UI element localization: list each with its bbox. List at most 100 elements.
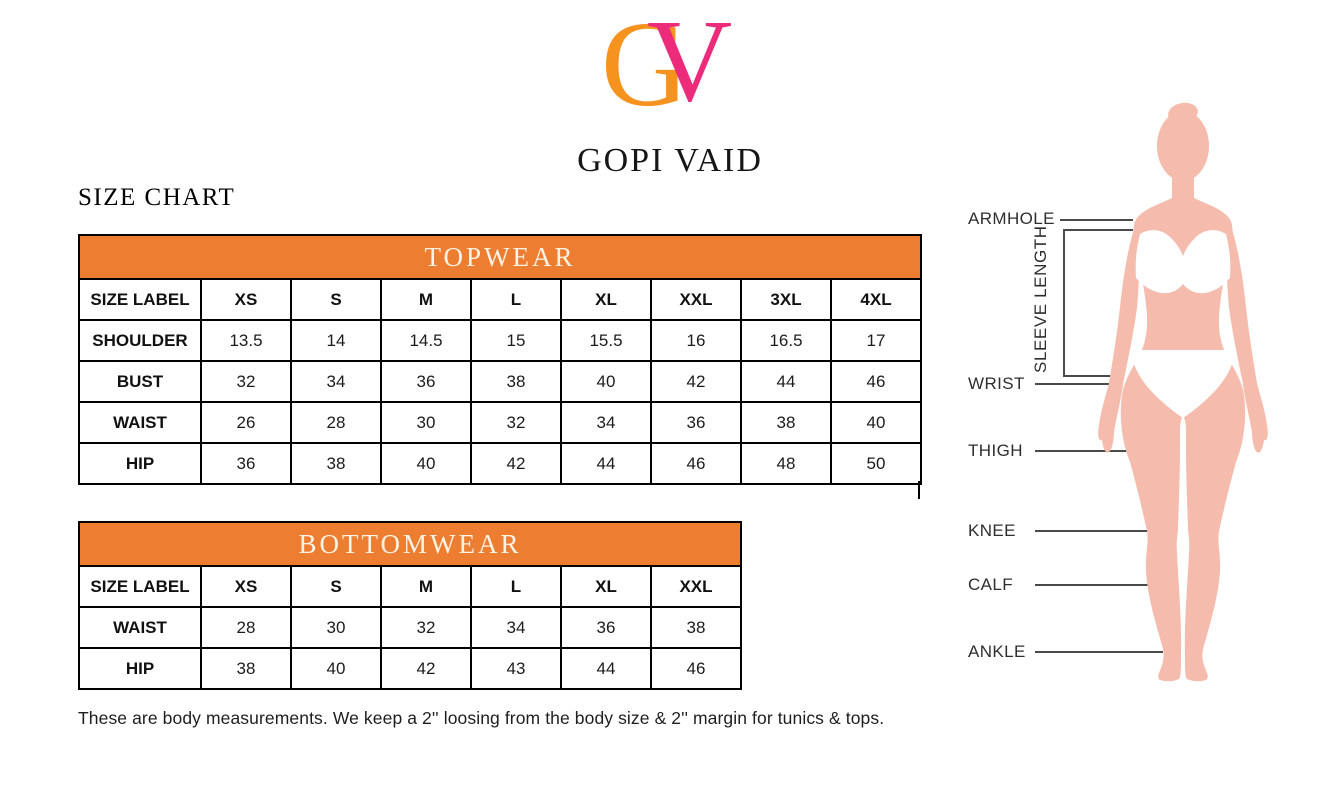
topwear-value-cell: 26 bbox=[200, 401, 292, 444]
thigh-line bbox=[1035, 450, 1142, 452]
topwear-row-hip: HIP 36 38 40 42 44 46 48 50 bbox=[78, 442, 922, 485]
topwear-value-cell: 15.5 bbox=[560, 319, 652, 362]
topwear-value-cell: 14 bbox=[290, 319, 382, 362]
topwear-value-cell: 46 bbox=[650, 442, 742, 485]
topwear-size-label-cell: 3XL bbox=[740, 278, 832, 321]
sleeve-bracket-vertical-line bbox=[1063, 229, 1065, 376]
bottomwear-size-label-cell: L bbox=[470, 565, 562, 608]
bottomwear-row-waist: WAIST 28 30 32 34 36 38 bbox=[78, 606, 742, 649]
sleeve-length-label: SLEEVE LENGTH bbox=[1031, 225, 1050, 373]
topwear-value-cell: 36 bbox=[380, 360, 472, 403]
topwear-banner-row: TOPWEAR bbox=[78, 234, 922, 280]
topwear-value-cell: 36 bbox=[200, 442, 292, 485]
topwear-row-waist: WAIST 26 28 30 32 34 36 38 40 bbox=[78, 401, 922, 444]
bottomwear-row-label: HIP bbox=[78, 647, 202, 690]
topwear-table: TOPWEAR SIZE LABEL XS S M L XL XXL 3XL 4XL SHOULD… bbox=[78, 234, 922, 485]
topwear-value-cell: 38 bbox=[290, 442, 382, 485]
topwear-value-cell: 48 bbox=[740, 442, 832, 485]
neck bbox=[1172, 162, 1194, 206]
topwear-row-label: HIP bbox=[78, 442, 202, 485]
wrist-label: WRIST bbox=[968, 374, 1025, 393]
bottomwear-value-cell: 28 bbox=[200, 606, 292, 649]
thigh-label: THIGH bbox=[968, 441, 1023, 460]
armhole-line bbox=[1060, 219, 1133, 221]
wrist-line bbox=[1035, 383, 1110, 385]
bottomwear-value-cell: 36 bbox=[560, 606, 652, 649]
bottomwear-banner-row: BOTTOMWEAR bbox=[78, 521, 742, 567]
topwear-row-label: SIZE LABEL bbox=[78, 278, 202, 321]
topwear-value-cell: 17 bbox=[830, 319, 922, 362]
bottomwear-size-label-cell: S bbox=[290, 565, 382, 608]
knee-label: KNEE bbox=[968, 521, 1016, 540]
bottomwear-value-cell: 30 bbox=[290, 606, 382, 649]
bottomwear-value-cell: 40 bbox=[290, 647, 382, 690]
bottomwear-table: BOTTOMWEAR SIZE LABEL XS S M L XL XXL WAIST 28 30… bbox=[78, 521, 742, 690]
topwear-size-label-cell: XL bbox=[560, 278, 652, 321]
topwear-value-cell: 28 bbox=[290, 401, 382, 444]
bottomwear-value-cell: 34 bbox=[470, 606, 562, 649]
bottomwear-title: BOTTOMWEAR bbox=[78, 521, 742, 567]
bottomwear-value-cell: 43 bbox=[470, 647, 562, 690]
measurement-note: These are body measurements. We keep a 2… bbox=[78, 708, 885, 728]
topwear-row-label: SHOULDER bbox=[78, 319, 202, 362]
female-body-silhouette bbox=[1098, 102, 1268, 682]
bottomwear-value-cell: 42 bbox=[380, 647, 472, 690]
topwear-value-cell: 42 bbox=[650, 360, 742, 403]
panty bbox=[1130, 350, 1236, 418]
bottomwear-row-label: WAIST bbox=[78, 606, 202, 649]
topwear-value-cell: 36 bbox=[650, 401, 742, 444]
topwear-row-label: WAIST bbox=[78, 401, 202, 444]
brand-name: GOPI VAID bbox=[577, 142, 763, 179]
topwear-value-cell: 38 bbox=[740, 401, 832, 444]
bottomwear-row-hip: HIP 38 40 42 43 44 46 bbox=[78, 647, 742, 690]
table-border-artifact bbox=[918, 481, 920, 499]
bra bbox=[1135, 230, 1231, 294]
logo-letter-v: V bbox=[647, 0, 733, 126]
topwear-value-cell: 42 bbox=[470, 442, 562, 485]
bottomwear-size-label-cell: XS bbox=[200, 565, 292, 608]
bottomwear-size-label-cell: XXL bbox=[650, 565, 742, 608]
bottomwear-size-label-cell: M bbox=[380, 565, 472, 608]
topwear-value-cell: 44 bbox=[560, 442, 652, 485]
torso-and-leg bbox=[1120, 196, 1183, 682]
armhole-label: ARMHOLE bbox=[968, 209, 1055, 228]
body-measurement-diagram: ARMHOLE SLEEVE LENGTH WRIST THIGH KNEE C… bbox=[960, 100, 1340, 720]
topwear-value-cell: 14.5 bbox=[380, 319, 472, 362]
bottomwear-size-label-cell: XL bbox=[560, 565, 652, 608]
topwear-value-cell: 40 bbox=[830, 401, 922, 444]
knee-line bbox=[1035, 530, 1150, 532]
topwear-value-cell: 32 bbox=[470, 401, 562, 444]
topwear-value-cell: 34 bbox=[560, 401, 652, 444]
topwear-value-cell: 15 bbox=[470, 319, 562, 362]
topwear-size-label-cell: 4XL bbox=[830, 278, 922, 321]
bottomwear-value-cell: 32 bbox=[380, 606, 472, 649]
logo-letter-g: G bbox=[601, 0, 690, 132]
bottomwear-row-size-label: SIZE LABEL XS S M L XL XXL bbox=[78, 565, 742, 608]
sleeve-bracket-top-line bbox=[1063, 229, 1133, 231]
topwear-row-shoulder: SHOULDER 13.5 14 14.5 15 15.5 16 16.5 17 bbox=[78, 319, 922, 362]
bottomwear-value-cell: 44 bbox=[560, 647, 652, 690]
topwear-value-cell: 40 bbox=[380, 442, 472, 485]
page-title: SIZE CHART bbox=[78, 184, 236, 211]
topwear-title: TOPWEAR bbox=[78, 234, 922, 280]
topwear-size-label-cell: L bbox=[470, 278, 562, 321]
arm bbox=[1098, 222, 1140, 453]
topwear-value-cell: 30 bbox=[380, 401, 472, 444]
topwear-size-label-cell: M bbox=[380, 278, 472, 321]
bottomwear-value-cell: 38 bbox=[650, 606, 742, 649]
topwear-size-label-cell: S bbox=[290, 278, 382, 321]
bottomwear-value-cell: 38 bbox=[200, 647, 292, 690]
topwear-row-label: BUST bbox=[78, 360, 202, 403]
topwear-row-bust: BUST 32 34 36 38 40 42 44 46 bbox=[78, 360, 922, 403]
bottomwear-row-label: SIZE LABEL bbox=[78, 565, 202, 608]
topwear-value-cell: 16 bbox=[650, 319, 742, 362]
calf-label: CALF bbox=[968, 575, 1014, 594]
topwear-value-cell: 38 bbox=[470, 360, 562, 403]
topwear-value-cell: 34 bbox=[290, 360, 382, 403]
topwear-value-cell: 13.5 bbox=[200, 319, 292, 362]
topwear-row-size-label: SIZE LABEL XS S M L XL XXL 3XL 4XL bbox=[78, 278, 922, 321]
topwear-value-cell: 16.5 bbox=[740, 319, 832, 362]
topwear-value-cell: 50 bbox=[830, 442, 922, 485]
calf-line bbox=[1035, 584, 1155, 586]
